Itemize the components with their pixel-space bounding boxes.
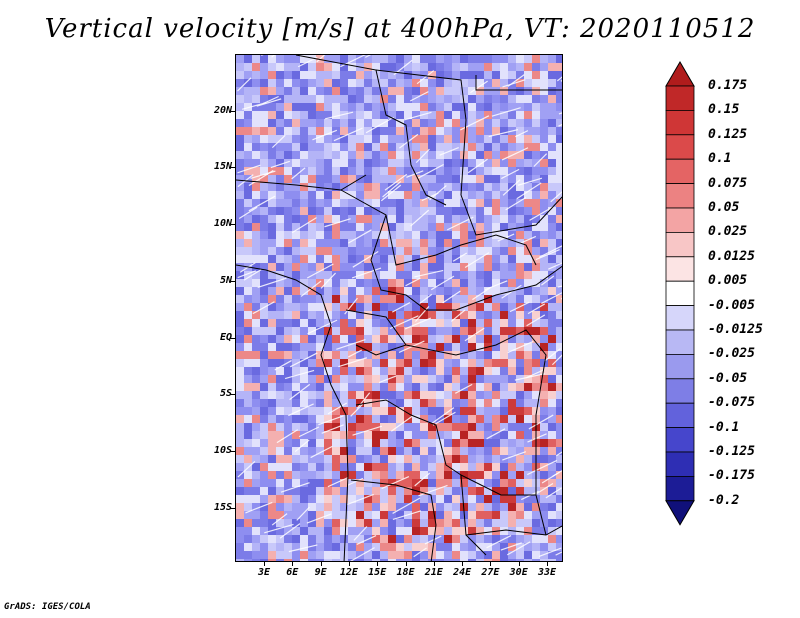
lat-label: 20N — [213, 105, 232, 116]
colorbar-segment — [665, 353, 695, 380]
lon-label: 24E — [453, 567, 472, 578]
lon-label: 3E — [257, 567, 271, 578]
lon-tick — [264, 562, 265, 566]
lat-tick — [230, 394, 235, 395]
lon-label: 9E — [314, 567, 327, 578]
lon-tick — [490, 562, 492, 566]
colorbar-label: -0.025 — [708, 346, 755, 362]
colorbar-segment — [665, 183, 695, 209]
colorbar-label: 0.1 — [708, 151, 732, 167]
colorbar-label: -0.2 — [708, 492, 740, 508]
grads-credit: GrADS: IGES/COLA — [4, 602, 91, 612]
lon-tick — [547, 562, 548, 566]
colorbar-label: -0.175 — [708, 468, 755, 484]
colorbar-label: -0.075 — [708, 395, 755, 411]
lon-label: 12E — [339, 567, 358, 578]
lat-label: EQ — [219, 332, 232, 343]
colorbar-label: 0.15 — [708, 102, 740, 118]
colorbar-segment — [665, 329, 695, 355]
colorbar-label: 0.025 — [708, 224, 748, 240]
colorbar-label: -0.05 — [708, 370, 748, 386]
colorbar-label: 0.125 — [708, 126, 748, 142]
lon-label: 33E — [537, 567, 557, 578]
velocity-field — [236, 55, 562, 561]
map-panel — [235, 54, 563, 562]
lat-tick — [230, 281, 235, 282]
lon-tick — [518, 562, 520, 566]
lon-tick — [462, 562, 464, 566]
lat-tick — [230, 508, 235, 509]
lon-tick — [433, 562, 435, 566]
lat-label: 15N — [213, 161, 232, 172]
colorbar — [665, 61, 695, 526]
colorbar-segment — [665, 256, 695, 282]
colorbar-top-arrow — [665, 61, 695, 87]
lon-tick — [348, 562, 350, 566]
lat-label: 10N — [213, 218, 232, 229]
chart-title: Vertical velocity [m/s] at 400hPa, VT: 2… — [44, 14, 756, 44]
colorbar-label: -0.1 — [708, 419, 740, 435]
lon-label: 30E — [509, 567, 528, 578]
colorbar-segment — [665, 207, 695, 233]
colorbar-segment — [665, 158, 695, 184]
lat-tick — [230, 167, 235, 168]
colorbar-segment — [665, 451, 695, 477]
colorbar-segment — [665, 134, 695, 160]
lon-label: 21E — [424, 567, 443, 578]
lat-label: 5N — [219, 275, 232, 286]
colorbar-label: 0.0125 — [708, 248, 755, 264]
colorbar-label: 0.175 — [708, 78, 748, 93]
colorbar-segment — [665, 427, 695, 453]
lon-label: 18E — [396, 567, 415, 578]
lon-tick — [405, 562, 407, 566]
colorbar-segment — [665, 231, 695, 258]
colorbar-label: 0.005 — [708, 273, 748, 289]
colorbar-segment — [665, 280, 695, 306]
lat-tick — [230, 338, 235, 339]
colorbar-bottom-arrow — [665, 500, 695, 526]
colorbar-segment — [665, 85, 695, 111]
lat-label: 15S — [213, 502, 232, 513]
colorbar-label: 0.05 — [708, 200, 740, 215]
lat-tick — [230, 111, 235, 112]
colorbar-label: 0.075 — [708, 175, 748, 191]
colorbar-segment — [665, 402, 695, 429]
colorbar-segment — [665, 110, 695, 136]
lon-label: 27E — [481, 567, 500, 578]
colorbar-segment — [665, 305, 695, 331]
colorbar-segment — [665, 475, 695, 502]
lon-tick — [292, 562, 294, 566]
colorbar-label: -0.005 — [708, 297, 755, 313]
colorbar-segment — [665, 378, 695, 404]
lat-tick — [230, 451, 235, 452]
lon-label: 15E — [368, 567, 387, 578]
lon-tick — [377, 562, 379, 566]
colorbar-label: -0.0125 — [708, 322, 763, 337]
lon-tick — [320, 562, 322, 566]
lon-label: 6E — [286, 567, 299, 578]
lat-label: 10S — [213, 445, 232, 456]
lat-tick — [230, 224, 235, 225]
colorbar-label: -0.125 — [708, 444, 755, 459]
lat-label: 5S — [219, 388, 232, 399]
